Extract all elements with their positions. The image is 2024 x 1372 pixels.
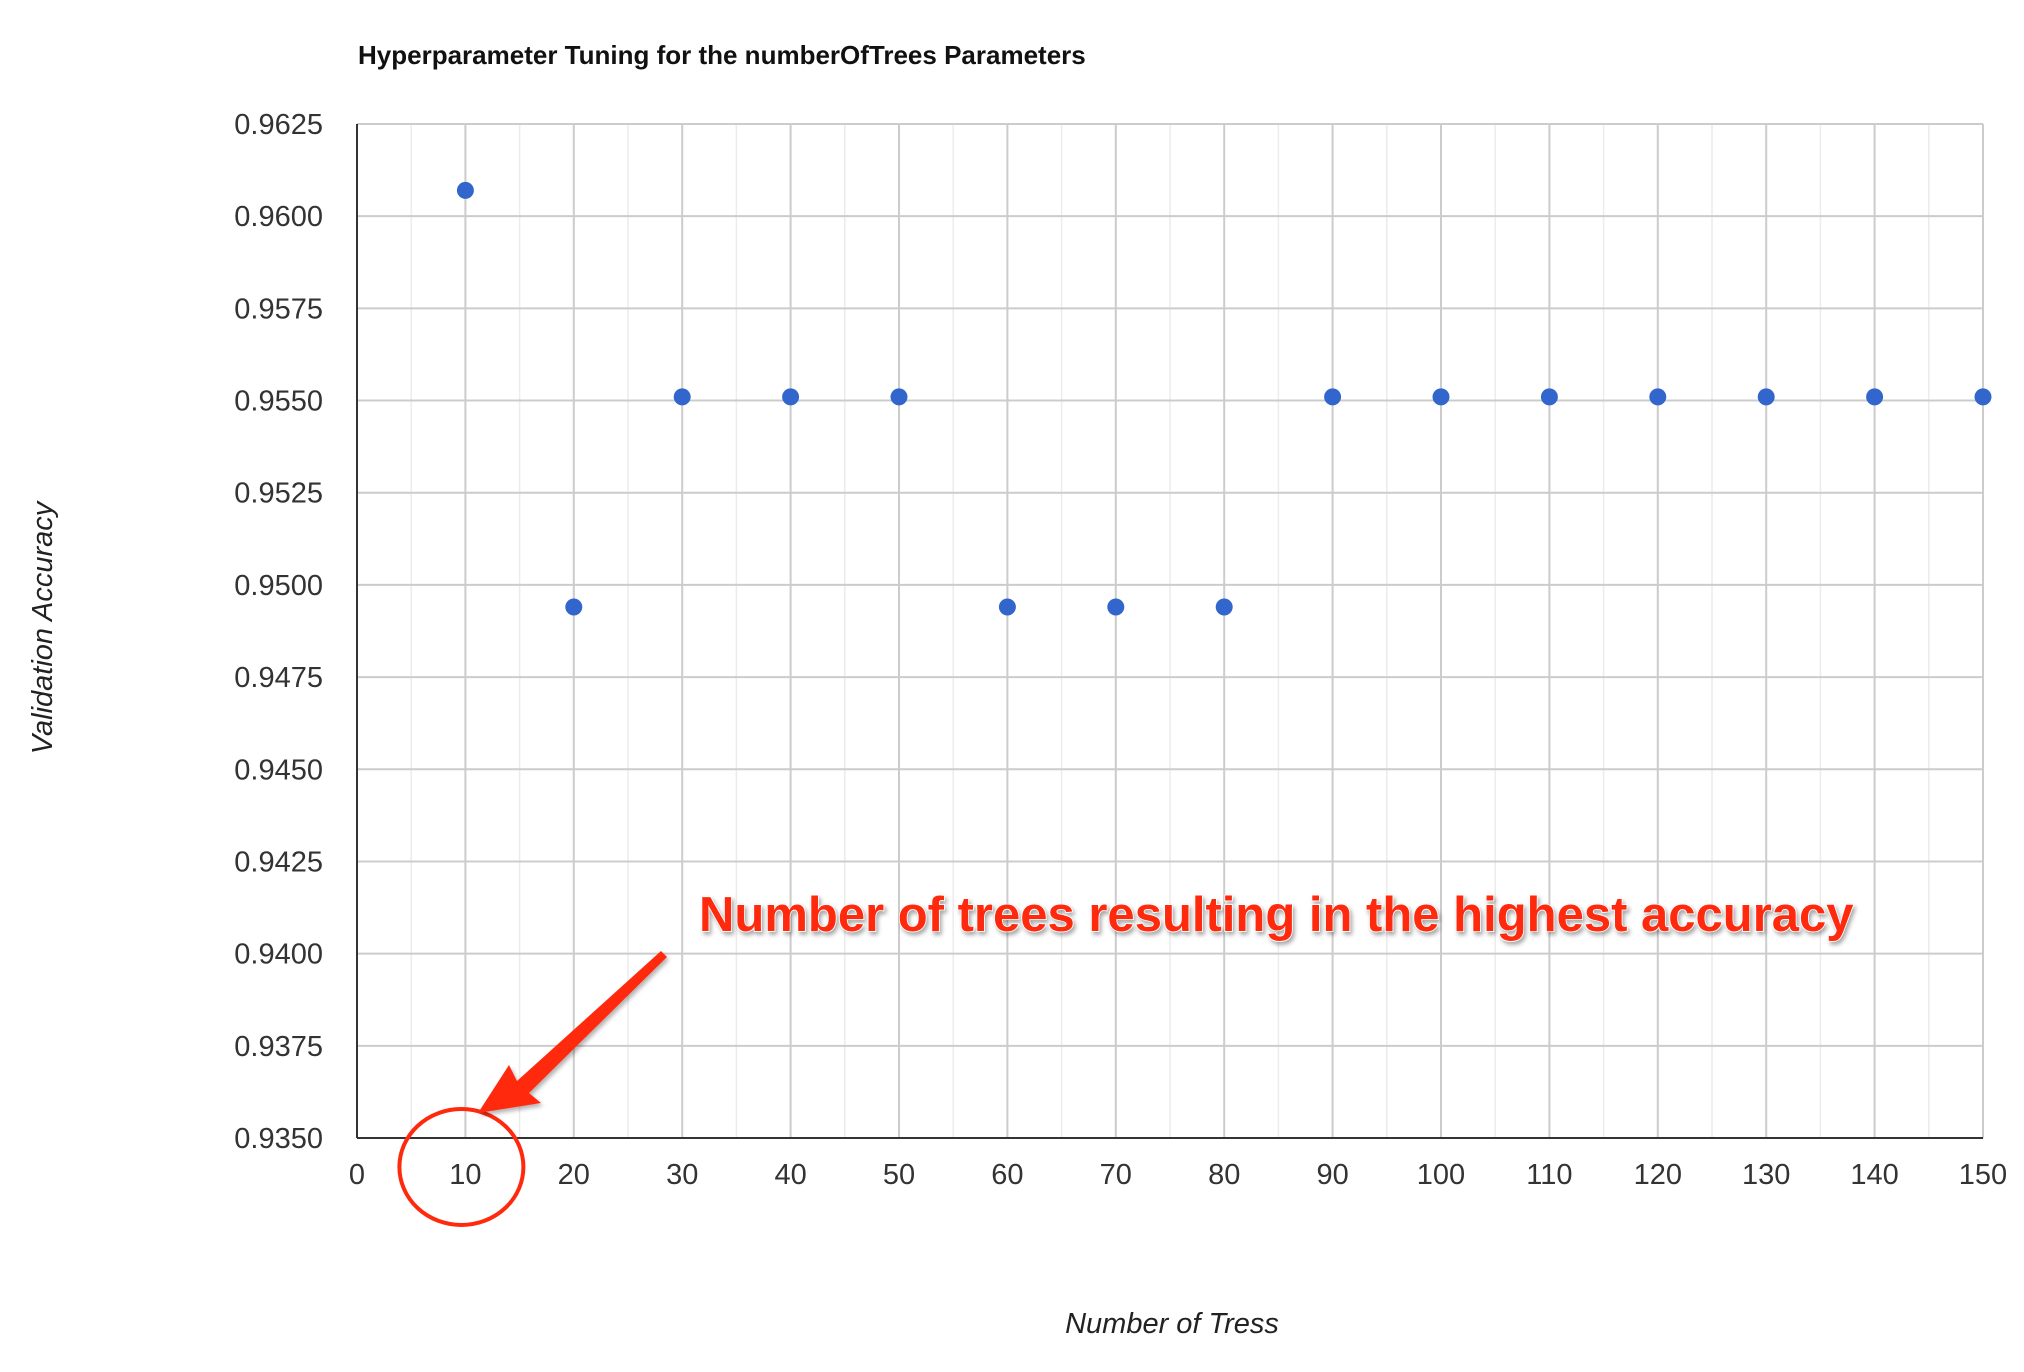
x-tick-label: 120 (1634, 1159, 1682, 1191)
x-tick-label: 110 (1526, 1159, 1572, 1191)
chart-title: Hyperparameter Tuning for the numberOfTr… (358, 40, 1086, 70)
data-point (998, 598, 1016, 616)
y-tick-label: 0.9550 (234, 386, 323, 418)
x-tick-label: 130 (1742, 1159, 1790, 1191)
data-point (1107, 598, 1125, 616)
y-tick-label: 0.9600 (234, 201, 323, 233)
data-point (890, 388, 908, 406)
x-tick-label: 60 (991, 1159, 1023, 1191)
data-point (1215, 598, 1233, 616)
major-gridlines (357, 123, 1984, 1138)
y-tick-label: 0.9400 (234, 939, 323, 971)
x-tick-label: 10 (449, 1159, 481, 1191)
x-tick-label: 0 (349, 1159, 365, 1191)
x-tick-label: 70 (1100, 1159, 1132, 1191)
data-point (565, 598, 583, 616)
y-tick-label: 0.9475 (234, 662, 323, 694)
y-axis-title: Validation Accuracy (27, 500, 59, 754)
minor-gridlines (410, 124, 1930, 1138)
x-tick-label: 30 (666, 1159, 698, 1191)
data-point (1649, 388, 1667, 406)
annotation-arrow (478, 951, 667, 1113)
x-tick-label: 100 (1417, 1159, 1465, 1191)
y-tick-label: 0.9575 (234, 293, 323, 325)
annotation-label: Number of trees resulting in the highest… (699, 888, 1854, 942)
x-tick-label: 40 (774, 1159, 806, 1191)
y-tick-label: 0.9425 (234, 846, 323, 878)
data-point (1974, 388, 1992, 406)
data-point (1866, 388, 1884, 406)
y-tick-label: 0.9500 (234, 570, 323, 602)
y-tick-label: 0.9625 (234, 109, 323, 141)
data-point (673, 388, 691, 406)
data-points (456, 181, 1992, 616)
data-point (1324, 388, 1342, 406)
x-tick-label: 140 (1850, 1159, 1898, 1191)
x-axis-tick-labels: 0 10 20 30 40 50 60 70 80 90 100 110 120 130 140 150 (349, 1159, 2007, 1191)
y-tick-label: 0.9450 (234, 754, 323, 786)
data-point (1757, 388, 1775, 406)
y-axis-tick-labels: 0.9350 0.9375 0.9400 0.9425 0.9450 0.9475 0.95… (234, 109, 323, 1155)
y-tick-label: 0.9525 (234, 478, 323, 510)
x-tick-label: 80 (1208, 1159, 1240, 1191)
y-tick-label: 0.9350 (234, 1123, 323, 1155)
x-tick-label: 90 (1316, 1159, 1348, 1191)
x-tick-label: 20 (558, 1159, 590, 1191)
x-tick-label: 150 (1959, 1159, 2007, 1191)
data-point (1432, 388, 1450, 406)
data-point (1540, 388, 1558, 406)
data-point (456, 181, 474, 199)
x-tick-label: 50 (883, 1159, 915, 1191)
highlight-circle (397, 1107, 526, 1227)
data-point (782, 388, 800, 406)
y-tick-label: 0.9375 (234, 1031, 323, 1063)
x-axis-title: Number of Tress (1065, 1308, 1279, 1340)
axes (356, 124, 1983, 1139)
annotation: Number of trees resulting in the highest… (397, 887, 1854, 1227)
